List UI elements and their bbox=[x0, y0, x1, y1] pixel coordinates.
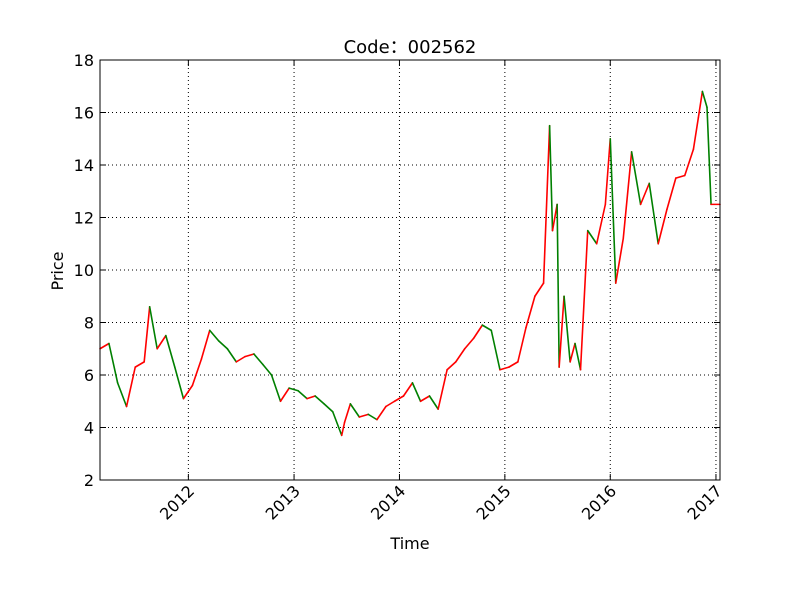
price-segment bbox=[534, 282, 545, 298]
price-segment bbox=[143, 305, 151, 363]
price-segment bbox=[200, 329, 211, 361]
price-segment bbox=[648, 182, 660, 245]
price-segment bbox=[217, 340, 229, 350]
x-axis-label: Time bbox=[389, 534, 429, 553]
price-segment bbox=[182, 384, 194, 400]
price-segment bbox=[675, 174, 686, 179]
price-segment bbox=[235, 355, 246, 363]
price-segment bbox=[419, 395, 431, 403]
y-tick-label: 12 bbox=[74, 209, 94, 228]
y-tick-label: 8 bbox=[84, 314, 94, 333]
price-segment bbox=[393, 395, 405, 403]
price-segment bbox=[262, 363, 273, 376]
price-segment bbox=[499, 366, 510, 371]
y-tick-label: 2 bbox=[84, 471, 94, 490]
y-tick-label: 6 bbox=[84, 366, 94, 385]
price-segment bbox=[156, 334, 167, 350]
price-segment bbox=[490, 329, 501, 371]
price-segment bbox=[165, 334, 176, 368]
price-segment bbox=[331, 410, 343, 437]
price-segment bbox=[411, 382, 422, 403]
price-segment bbox=[437, 368, 448, 410]
chart-title: Code：002562 bbox=[344, 37, 477, 58]
price-segment bbox=[108, 342, 119, 384]
y-tick-label: 14 bbox=[74, 156, 94, 175]
price-segment bbox=[314, 395, 325, 405]
price-segment bbox=[306, 395, 316, 400]
price-segment bbox=[367, 413, 378, 421]
price-segment bbox=[683, 148, 695, 177]
price-segment bbox=[692, 116, 700, 151]
price-segment bbox=[697, 90, 704, 119]
price-segment bbox=[472, 324, 484, 340]
price-segment bbox=[701, 90, 708, 109]
price-segment bbox=[288, 387, 299, 392]
price-segment bbox=[525, 295, 536, 329]
price-segment bbox=[148, 305, 158, 350]
price-segment bbox=[579, 229, 589, 371]
price-segment bbox=[569, 342, 576, 363]
y-tick-label: 16 bbox=[74, 104, 94, 123]
price-segment bbox=[706, 106, 712, 206]
price-segment bbox=[349, 403, 361, 418]
price-segment bbox=[297, 389, 308, 400]
y-tick-label: 18 bbox=[74, 51, 94, 70]
price-segment bbox=[666, 177, 677, 211]
price-segment bbox=[446, 361, 457, 371]
price-segment bbox=[173, 366, 185, 400]
price-segment bbox=[558, 295, 565, 368]
y-tick-label: 4 bbox=[84, 419, 94, 438]
price-segment bbox=[428, 395, 439, 410]
price-segment bbox=[208, 329, 220, 342]
price-segment bbox=[548, 124, 554, 232]
price-segment bbox=[614, 237, 625, 284]
price-segment bbox=[508, 361, 519, 368]
price-segment bbox=[402, 382, 414, 397]
price-segment bbox=[323, 403, 334, 413]
price-segment bbox=[630, 151, 642, 206]
price-segment bbox=[376, 405, 387, 421]
price-segment bbox=[563, 295, 571, 363]
price-segment bbox=[463, 337, 475, 350]
price-segment bbox=[517, 326, 527, 363]
y-axis-label: Price bbox=[48, 251, 67, 290]
price-segment bbox=[343, 403, 352, 424]
price-segment bbox=[604, 137, 612, 206]
price-segment bbox=[134, 361, 145, 368]
price-segment bbox=[99, 342, 110, 350]
price-segment bbox=[454, 347, 466, 363]
price-segment bbox=[609, 137, 617, 284]
grid-lines bbox=[100, 60, 720, 480]
price-segment bbox=[226, 347, 238, 363]
price-series bbox=[99, 90, 721, 437]
price-segment bbox=[358, 413, 370, 418]
price-segment bbox=[622, 151, 633, 240]
price-segment bbox=[551, 203, 558, 232]
price-segment bbox=[586, 229, 598, 245]
price-segment bbox=[556, 203, 560, 368]
price-segment bbox=[279, 387, 290, 403]
price-segment bbox=[270, 374, 282, 403]
price-segment bbox=[244, 353, 255, 358]
price-segment bbox=[385, 400, 396, 408]
price-segment bbox=[639, 182, 651, 206]
price-segment bbox=[253, 353, 264, 366]
price-segment bbox=[657, 208, 668, 245]
price-segment bbox=[542, 124, 551, 284]
y-tick-label: 10 bbox=[74, 261, 94, 280]
price-segment bbox=[116, 382, 128, 408]
price-segment bbox=[595, 203, 607, 245]
price-segment bbox=[574, 342, 582, 371]
price-segment bbox=[481, 324, 493, 332]
price-segment bbox=[340, 421, 346, 437]
price-segment bbox=[191, 358, 203, 387]
price-segment bbox=[125, 366, 137, 408]
